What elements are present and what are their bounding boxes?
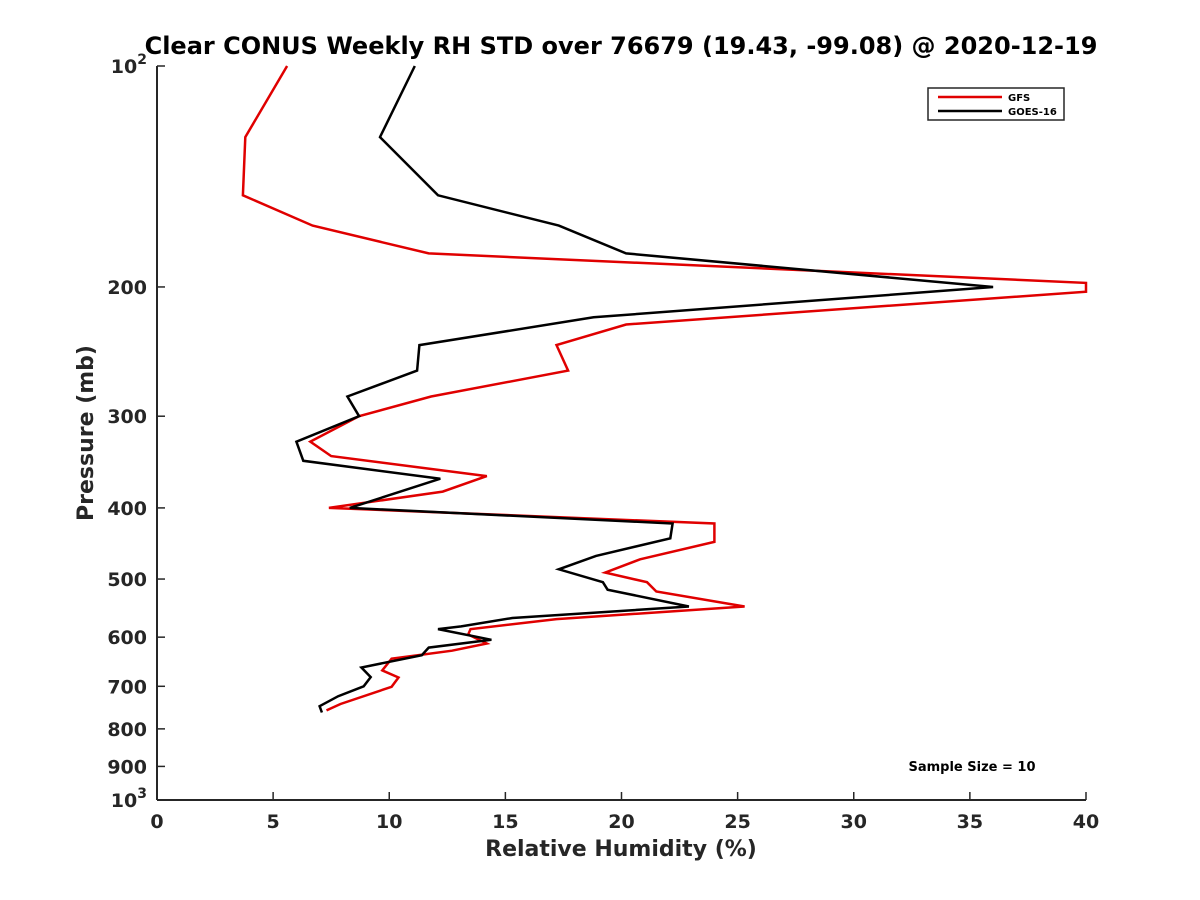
x-tick-label: 35	[957, 811, 983, 833]
sample-size-annotation: Sample Size = 10	[908, 760, 1035, 775]
y-tick-label: 200	[107, 277, 147, 299]
legend-label-gfs: GFS	[1008, 93, 1030, 104]
y-tick-label: 900	[107, 756, 147, 778]
data-series	[241, 65, 1088, 713]
x-tick-label: 40	[1073, 811, 1099, 833]
axis-ticks: 0 5 10 15 20 25 30 35 40 102 200 300 400 500 600 700 800…	[107, 52, 1099, 833]
y-tick-label: 103	[111, 786, 147, 812]
chart-title: Clear CONUS Weekly RH STD over 76679 (19…	[145, 32, 1098, 60]
x-tick-label: 30	[841, 811, 867, 833]
series-line-gfs	[241, 65, 1088, 712]
legend-label-goes16: GOES-16	[1008, 107, 1057, 118]
x-tick-label: 20	[608, 811, 634, 833]
x-tick-label: 5	[267, 811, 280, 833]
x-tick-label: 15	[492, 811, 518, 833]
x-tick-label: 0	[150, 811, 163, 833]
y-tick-label: 500	[107, 569, 147, 591]
y-tick-label: 400	[107, 498, 147, 520]
y-tick-label: 300	[107, 406, 147, 428]
x-tick-label: 25	[724, 811, 750, 833]
y-tick-label: 800	[107, 719, 147, 741]
series-line-goes16	[294, 65, 994, 713]
axes	[156, 66, 1086, 801]
legend: GFS GOES-16	[927, 87, 1065, 121]
y-axis-label: Pressure (mb)	[74, 345, 99, 521]
y-tick-label: 102	[111, 52, 147, 78]
x-axis-label: Relative Humidity (%)	[485, 837, 757, 862]
y-tick-label: 700	[107, 676, 147, 698]
legend-box	[927, 87, 1065, 121]
x-tick-label: 10	[376, 811, 402, 833]
y-tick-label: 600	[107, 627, 147, 649]
